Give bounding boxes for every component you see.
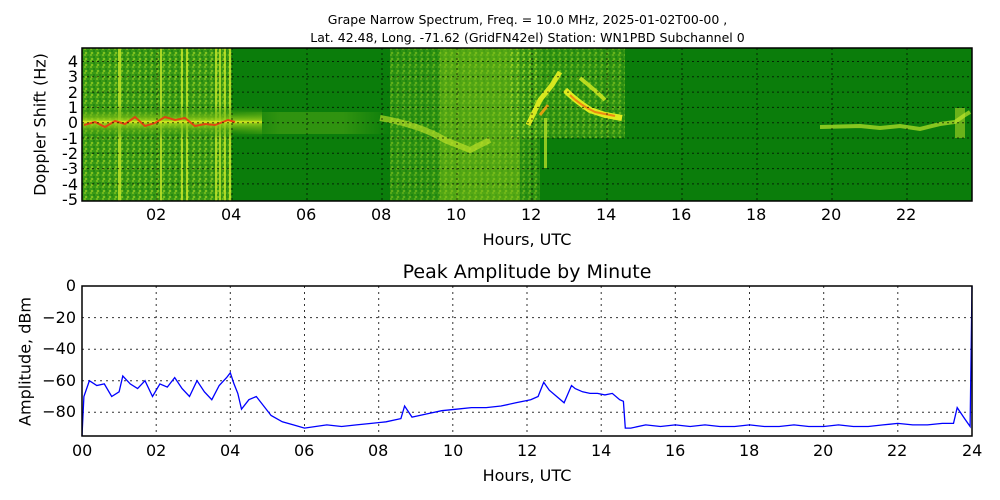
amplitude-xlabel: Hours, UTC	[482, 466, 572, 485]
ytick: 4	[67, 52, 78, 71]
xtick: 06	[294, 441, 315, 460]
xtick: 18	[739, 441, 760, 460]
xtick: 08	[371, 205, 392, 224]
ytick: 0	[67, 113, 78, 132]
xtick: 10	[446, 205, 467, 224]
amplitude-title: Peak Amplitude by Minute	[402, 261, 652, 283]
xtick: 00	[72, 441, 93, 460]
xtick: 12	[517, 441, 538, 460]
spectrogram-ylabel: Doppler Shift (Hz)	[30, 53, 50, 196]
xtick: 24	[962, 441, 983, 460]
xtick: 02	[146, 441, 167, 460]
ytick: -1	[62, 129, 78, 148]
xtick: 18	[746, 205, 767, 224]
amplitude-line	[81, 285, 973, 437]
xtick: 04	[221, 205, 242, 224]
ytick: −60	[42, 371, 76, 390]
xtick: 16	[671, 205, 692, 224]
xtick: 22	[887, 441, 908, 460]
ytick: −40	[42, 339, 76, 358]
xtick: 12	[521, 205, 542, 224]
ytick: 1	[67, 98, 78, 117]
xtick: 14	[596, 205, 617, 224]
ytick: −20	[42, 308, 76, 327]
xtick: 02	[146, 205, 167, 224]
figure-title-line-2: Lat. 42.48, Long. -71.62 (GridFN42el) St…	[310, 30, 745, 45]
xtick: 16	[665, 441, 686, 460]
amplitude-ylabel: Amplitude, dBm	[15, 297, 35, 426]
xtick: 20	[813, 441, 834, 460]
amplitude-grid	[82, 286, 972, 436]
ytick: -4	[62, 175, 78, 194]
ytick: -3	[62, 159, 78, 178]
figure-title-line-1: Grape Narrow Spectrum, Freq. = 10.0 MHz,…	[327, 12, 728, 27]
ytick: 3	[67, 67, 78, 86]
xtick: 14	[591, 441, 612, 460]
ytick: -2	[62, 144, 78, 163]
ytick: 0	[65, 276, 76, 295]
xtick: 04	[220, 441, 241, 460]
xtick: 22	[896, 205, 917, 224]
ytick: 2	[67, 83, 78, 102]
xtick: 06	[296, 205, 317, 224]
xtick: 08	[368, 441, 389, 460]
xtick: 10	[443, 441, 464, 460]
spectrogram-grid	[82, 48, 972, 201]
spectrogram-xlabel: Hours, UTC	[482, 230, 572, 249]
ytick: -5	[62, 190, 78, 209]
xtick: 20	[821, 205, 842, 224]
ytick: −80	[42, 402, 76, 421]
